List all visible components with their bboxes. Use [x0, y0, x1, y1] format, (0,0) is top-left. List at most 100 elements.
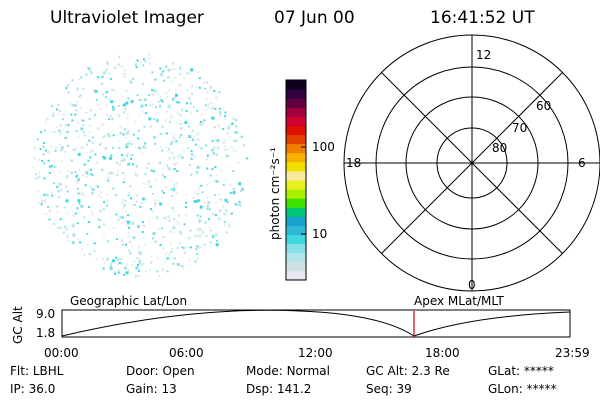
- status-dsp: Dsp: 141.2: [246, 382, 312, 396]
- image-pixel: [121, 243, 124, 246]
- image-pixel: [192, 135, 195, 138]
- colorbar-segment: [286, 189, 306, 199]
- image-pixel: [102, 71, 106, 75]
- image-pixel: [178, 215, 181, 218]
- image-pixel: [182, 246, 185, 249]
- image-pixel: [71, 222, 74, 225]
- image-pixel: [169, 243, 172, 246]
- image-pixel: [100, 83, 103, 86]
- image-pixel: [178, 223, 181, 225]
- image-pixel: [234, 202, 238, 206]
- image-pixel: [213, 232, 217, 236]
- timeline-right-label: Apex MLat/MLT: [414, 294, 504, 308]
- image-pixel: [79, 192, 82, 195]
- image-pixel: [140, 99, 143, 101]
- image-pixel: [170, 80, 173, 83]
- image-pixel: [238, 203, 242, 207]
- image-pixel: [151, 71, 154, 74]
- image-pixel: [124, 75, 127, 78]
- image-pixel: [196, 253, 198, 255]
- image-pixel: [185, 214, 188, 217]
- colorbar-segment: [286, 243, 306, 254]
- image-pixel: [64, 136, 67, 139]
- image-pixel: [159, 105, 162, 108]
- image-pixel: [188, 135, 192, 138]
- image-pixel: [64, 124, 68, 127]
- image-pixel: [205, 104, 207, 107]
- image-pixel: [59, 133, 61, 136]
- image-pixel: [194, 143, 197, 146]
- image-pixel: [173, 257, 176, 260]
- image-pixel: [180, 232, 183, 235]
- image-pixel: [89, 109, 92, 112]
- image-pixel: [218, 91, 221, 94]
- image-pixel: [96, 185, 99, 188]
- image-pixel: [178, 83, 181, 86]
- image-pixel: [222, 205, 225, 208]
- polar-diagonal-2: [381, 72, 563, 254]
- image-pixel: [229, 184, 232, 187]
- image-pixel: [175, 93, 178, 97]
- polar-label-6: 6: [578, 156, 586, 170]
- image-pixel: [133, 260, 136, 263]
- image-pixel: [138, 262, 141, 265]
- image-pixel: [181, 265, 184, 268]
- image-pixel: [110, 154, 113, 157]
- image-pixel: [170, 194, 173, 197]
- image-pixel: [129, 221, 133, 225]
- image-pixel: [172, 99, 175, 102]
- image-pixel: [79, 94, 82, 97]
- image-pixel: [196, 245, 199, 248]
- image-pixel: [167, 76, 170, 79]
- image-pixel: [199, 123, 202, 126]
- image-pixel: [92, 213, 95, 216]
- image-pixel: [161, 125, 164, 128]
- image-pixel: [171, 151, 174, 154]
- status-ip: IP: 36.0: [10, 382, 56, 396]
- image-pixel: [150, 185, 153, 188]
- polar-label-60: 60: [536, 99, 551, 113]
- image-pixel: [67, 124, 70, 127]
- image-pixel: [241, 187, 244, 191]
- image-pixel: [181, 247, 184, 250]
- image-pixel: [113, 271, 116, 274]
- image-pixel: [151, 210, 154, 213]
- image-pixel: [174, 76, 177, 79]
- image-pixel: [132, 133, 135, 136]
- image-pixel: [130, 100, 134, 104]
- image-pixel: [94, 113, 97, 116]
- image-pixel: [206, 91, 209, 94]
- colorbar-segment: [286, 116, 306, 126]
- image-pixel: [140, 202, 143, 205]
- image-pixel: [209, 174, 212, 177]
- image-pixel: [59, 143, 61, 146]
- image-pixel: [105, 96, 107, 99]
- image-pixel: [196, 138, 200, 141]
- image-pixel: [51, 194, 54, 197]
- image-pixel: [89, 173, 92, 176]
- image-pixel: [87, 159, 90, 162]
- image-pixel: [167, 219, 171, 223]
- image-pixel: [180, 84, 183, 87]
- image-pixel: [225, 209, 228, 212]
- image-pixel: [190, 173, 193, 176]
- image-pixel: [144, 243, 147, 246]
- image-pixel: [187, 147, 190, 150]
- image-pixel: [142, 197, 146, 201]
- image-pixel: [151, 93, 155, 97]
- image-pixel: [85, 171, 89, 175]
- image-pixel: [153, 136, 156, 139]
- image-pixel: [232, 188, 236, 192]
- image-pixel: [188, 163, 191, 166]
- image-pixel: [65, 185, 67, 188]
- image-pixel: [130, 197, 132, 200]
- image-pixel: [148, 53, 151, 56]
- image-pixel: [72, 232, 76, 236]
- date-label: 07 Jun 00: [274, 8, 355, 28]
- image-pixel: [189, 246, 192, 249]
- image-pixel: [165, 132, 168, 135]
- image-pixel: [58, 205, 61, 208]
- image-pixel: [196, 132, 200, 136]
- image-pixel: [152, 232, 156, 236]
- image-pixel: [37, 189, 40, 192]
